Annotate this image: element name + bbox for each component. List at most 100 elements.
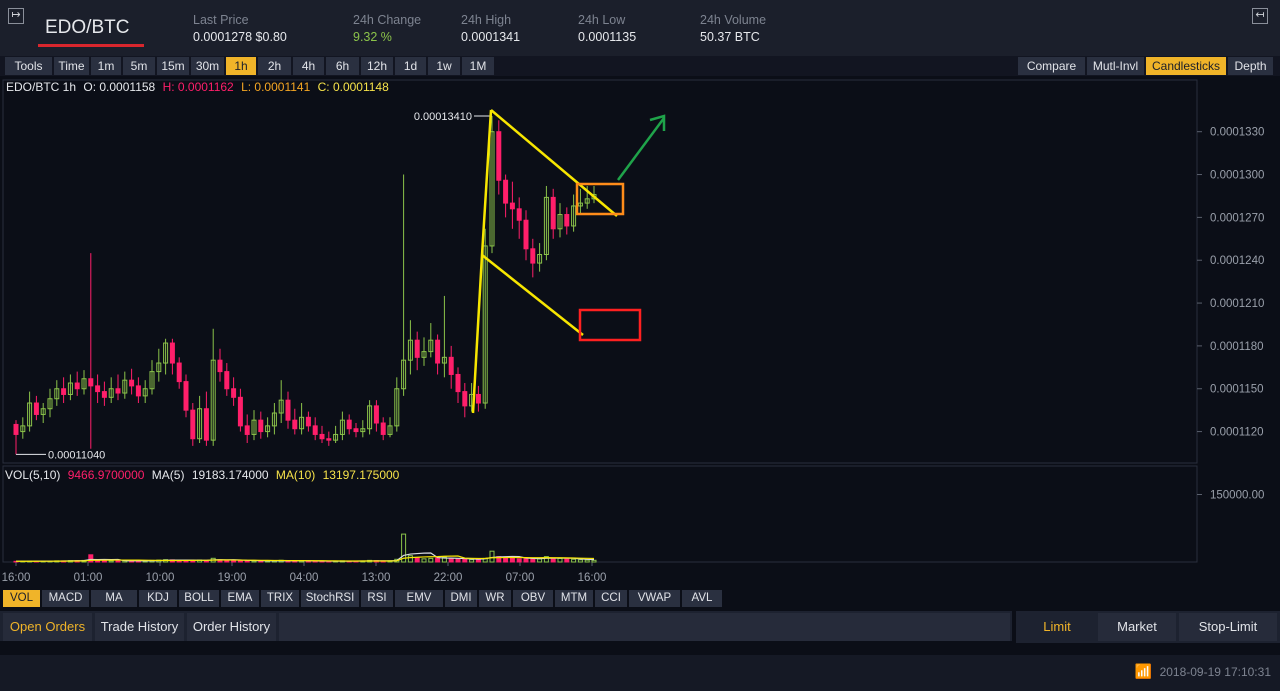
time-tick-label: 13:00 <box>362 572 391 584</box>
time-tick-label: 07:00 <box>506 572 535 584</box>
collapse-left-icon[interactable]: ↤ <box>1252 8 1268 24</box>
candle-body <box>455 373 461 393</box>
volume-bar <box>469 559 475 563</box>
candle-body <box>61 388 67 395</box>
pair-title[interactable]: EDO/BTC <box>45 17 130 38</box>
candle-body <box>448 356 454 375</box>
tab-open-orders[interactable]: Open Orders <box>3 613 92 641</box>
ind-ema[interactable]: EMA <box>221 590 259 607</box>
high-marker-label: 0.00013410 <box>414 111 472 123</box>
candle-body <box>530 248 536 264</box>
ind-avl[interactable]: AVL <box>682 590 722 607</box>
candle-body <box>299 416 305 430</box>
candles <box>13 115 597 455</box>
candle-body <box>237 396 243 427</box>
interval-4h[interactable]: 4h <box>293 57 324 75</box>
interval-15m[interactable]: 15m <box>157 57 189 75</box>
candle-body <box>373 405 379 424</box>
volume-bar <box>435 557 441 563</box>
interval-time[interactable]: Time <box>54 57 89 75</box>
ind-wr[interactable]: WR <box>479 590 511 607</box>
candle-body <box>360 428 366 433</box>
ind-stochrsi[interactable]: StochRSI <box>301 590 359 607</box>
ind-kdj[interactable]: KDJ <box>139 590 177 607</box>
candle-body <box>271 412 277 427</box>
user-drawings[interactable] <box>471 109 666 414</box>
tab-order-history[interactable]: Order History <box>187 613 276 641</box>
candle-body <box>190 409 196 440</box>
candle-body <box>326 438 332 441</box>
tab-stop-limit[interactable]: Stop-Limit <box>1179 613 1277 641</box>
ind-ma[interactable]: MA <box>91 590 137 607</box>
low-marker-label: 0.00011040 <box>48 449 105 461</box>
stat-24h-high: 24h High 0.0001341 <box>461 13 521 44</box>
ind-macd[interactable]: MACD <box>42 590 89 607</box>
ind-vol[interactable]: VOL <box>3 590 40 607</box>
candle-body <box>441 356 447 364</box>
ind-boll[interactable]: BOLL <box>179 590 219 607</box>
candle-body <box>149 371 155 390</box>
volume-bar <box>564 558 570 563</box>
price-tick-label: 0.0001240 <box>1210 255 1264 267</box>
volume-bar <box>421 558 427 563</box>
ind-trix[interactable]: TRIX <box>261 590 299 607</box>
ind-vwap[interactable]: VWAP <box>629 590 680 607</box>
time-tick-label: 10:00 <box>146 572 175 584</box>
candle-body <box>591 194 597 200</box>
candle-body <box>81 378 87 390</box>
view-compare[interactable]: Compare <box>1018 57 1085 75</box>
candle-body <box>203 408 209 441</box>
interval-6h[interactable]: 6h <box>326 57 359 75</box>
interval-5m[interactable]: 5m <box>123 57 155 75</box>
candle-body <box>231 388 237 398</box>
volume-bar <box>591 559 597 563</box>
volume-bar <box>584 559 590 563</box>
interval-1d[interactable]: 1d <box>395 57 426 75</box>
interval-1m[interactable]: 1m <box>91 57 121 75</box>
candle-body <box>108 388 114 398</box>
candle-body <box>285 399 291 421</box>
ind-obv[interactable]: OBV <box>513 590 553 607</box>
candle-body <box>95 385 101 393</box>
expand-right-icon[interactable]: ↦ <box>8 8 24 24</box>
view-candlesticks[interactable]: Candlesticks <box>1146 57 1226 75</box>
status-bar: 📶 2018-09-19 17:10:31 <box>0 655 1280 691</box>
interval-30m[interactable]: 30m <box>191 57 224 75</box>
interval-12h[interactable]: 12h <box>361 57 393 75</box>
ohlc-legend: EDO/BTC 1h O: 0.0001158 H: 0.0001162 L: … <box>6 80 393 94</box>
interval-1h[interactable]: 1h <box>226 57 256 75</box>
interval-1w[interactable]: 1w <box>428 57 460 75</box>
ind-cci[interactable]: CCI <box>595 590 627 607</box>
interval-2h[interactable]: 2h <box>258 57 291 75</box>
ind-emv[interactable]: EMV <box>395 590 443 607</box>
interval-1M[interactable]: 1M <box>462 57 494 75</box>
time-tick-label: 22:00 <box>434 572 463 584</box>
tab-trade-history[interactable]: Trade History <box>95 613 184 641</box>
view-mutl-invl[interactable]: Mutl-Invl <box>1087 57 1144 75</box>
tools-button[interactable]: Tools <box>5 57 52 75</box>
chart-toolbar: Tools Time 1m 5m 15m 30m 1h 2h 4h 6h 12h… <box>0 56 1280 76</box>
tab-market[interactable]: Market <box>1098 613 1176 641</box>
candle-body <box>135 385 141 397</box>
volume-bar <box>88 554 94 563</box>
wifi-icon: 📶 <box>1134 663 1152 679</box>
tab-limit[interactable]: Limit <box>1018 613 1096 641</box>
ind-dmi[interactable]: DMI <box>445 590 477 607</box>
view-depth[interactable]: Depth <box>1228 57 1273 75</box>
candle-body <box>550 196 556 230</box>
time-axis: 16:00 01:00 10:00 19:00 04:00 13:00 22:00 07:00… <box>2 572 607 584</box>
candle-body <box>428 339 434 353</box>
volume-bar <box>407 555 413 563</box>
time-tick-label: 16:00 <box>2 572 31 584</box>
candle-body <box>407 339 413 361</box>
ohlc-low: L: 0.0001141 <box>241 80 311 94</box>
ind-rsi[interactable]: RSI <box>361 590 393 607</box>
ind-mtm[interactable]: MTM <box>555 590 593 607</box>
volume-bar <box>414 557 420 563</box>
time-tick-label: 04:00 <box>290 572 319 584</box>
candle-body <box>319 433 325 440</box>
price-annotations: 0.00013410 0.00011040 <box>16 111 492 461</box>
breakout-box <box>575 182 625 216</box>
